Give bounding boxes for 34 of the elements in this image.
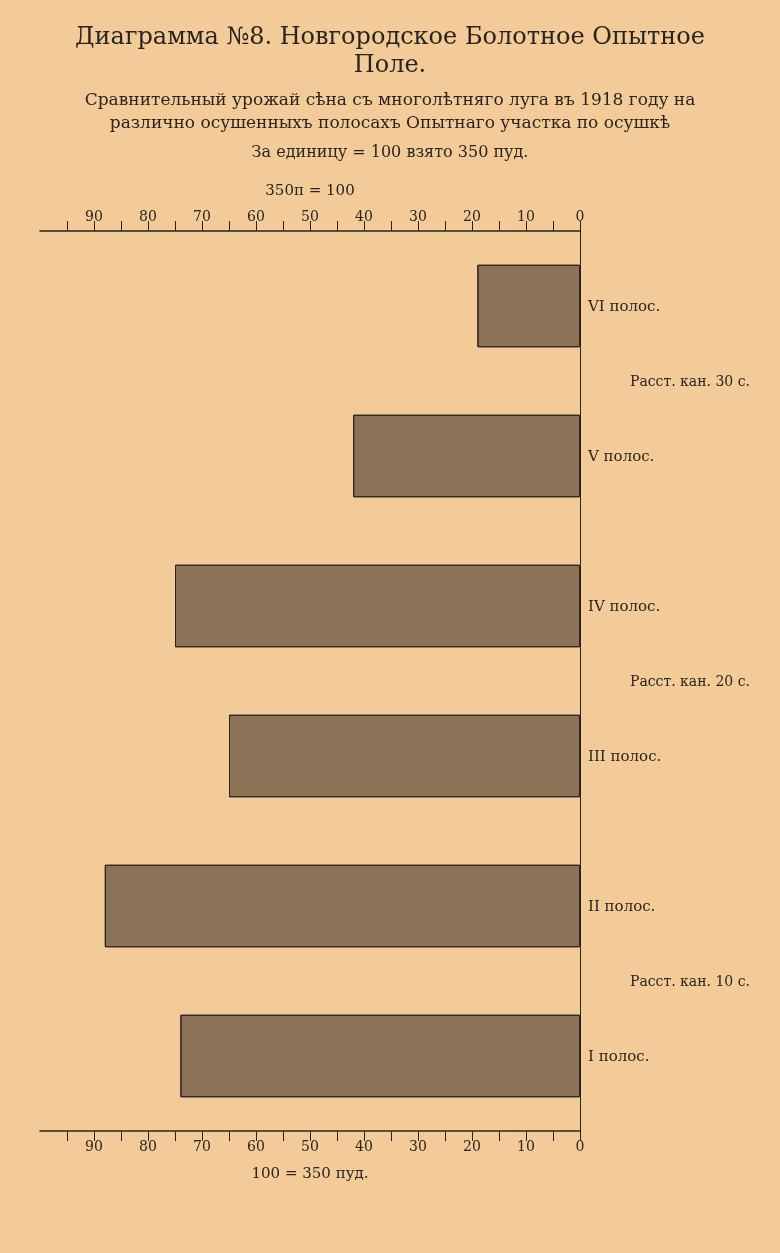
chart-title: Диаграмма №8. Новгородское Болотное Опытное Поле.: [74, 22, 706, 78]
x-tick-label: 50: [301, 1137, 319, 1154]
x2-tick-label: 30: [409, 207, 427, 224]
x2-tick-label: 0: [575, 207, 585, 224]
text: Расст. кан. 30 с.: [630, 372, 750, 389]
text: Расст. кан. 10 с.: [630, 972, 750, 989]
x2-tick-label: 70: [193, 207, 211, 224]
x2-tick-label: 60: [247, 207, 265, 224]
x-axis-title: 100 = 350 пуд.: [251, 1163, 369, 1182]
x-tick-label: 60: [247, 1137, 265, 1154]
x-tick-label: 20: [463, 1137, 481, 1154]
y-tick-label: I полос.: [588, 1046, 650, 1065]
x2-tick-label: 10: [517, 207, 535, 224]
x2-tick-label: 40: [355, 207, 373, 224]
y-tick-label: III полос.: [588, 746, 662, 765]
x-tick-label: 70: [193, 1137, 211, 1154]
y-tick-label: IV полос.: [588, 596, 661, 615]
x2-tick-label: 80: [139, 207, 157, 224]
x-tick-label: 0: [575, 1137, 585, 1154]
x2-tick-label: 90: [85, 207, 103, 224]
x-tick-label: 10: [517, 1137, 535, 1154]
y-tick-label: VI полос.: [587, 296, 661, 315]
y-tick-label: II полос.: [588, 896, 656, 915]
x-tick-label: 90: [85, 1137, 103, 1154]
chart-subtitle: Сравнительный урожай сѣна съ многолѣтняго луга въ 1918 году на различно осушенныхъ полосахъ Опытнаго участка по осушкѣ: [83, 88, 697, 134]
x-tick-label: 30: [409, 1137, 427, 1154]
x2-tick-label: 50: [301, 207, 319, 224]
text: За единицу = 100 взято 350 пуд.: [250, 141, 530, 161]
y-tick-label: V полос.: [587, 446, 655, 465]
x2-axis-title: 350п = 100: [265, 180, 355, 199]
x-tick-label: 40: [355, 1137, 373, 1154]
x2-tick-label: 20: [463, 207, 481, 224]
text: Расст. кан. 20 с.: [630, 672, 750, 689]
x-tick-label: 80: [139, 1137, 157, 1154]
